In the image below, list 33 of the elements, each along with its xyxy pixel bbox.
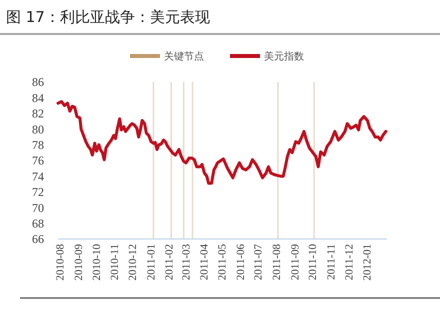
x-tick-label: 2011-06: [234, 244, 247, 280]
x-tick-label: 2011-07: [252, 244, 265, 280]
x-tick-label: 2010-11: [109, 244, 122, 280]
y-tick-label: 78: [32, 138, 44, 152]
y-tick-label: 66: [32, 232, 44, 246]
y-tick-label: 68: [32, 216, 44, 230]
y-tick-label: 70: [32, 200, 44, 215]
y-tick-label: 76: [32, 154, 44, 168]
line-series: [56, 100, 388, 185]
x-tick-label: 2011-04: [198, 244, 211, 280]
y-tick-label: 74: [32, 169, 44, 184]
y-tick-label: 72: [32, 185, 44, 200]
x-tick-label: 2011-11: [326, 244, 338, 280]
x-tick-label: 2011-10: [307, 244, 320, 280]
y-tick-label: 80: [32, 122, 44, 136]
y-tick-label: 84: [32, 90, 44, 105]
x-tick-label: 2011-03: [180, 244, 192, 280]
x-tick-label: 2011-09: [289, 244, 302, 280]
x-tick-label: 2011-01: [145, 244, 158, 280]
x-tick-label: 2011-02: [164, 244, 176, 280]
x-tick-label: 2011-05: [216, 244, 228, 280]
x-tick-label: 2011-08: [271, 244, 283, 280]
y-tick-label: 82: [32, 106, 44, 121]
chart-title: 图 17：利比亚战争：美元表现: [6, 8, 210, 26]
x-tick-label: 2012-01: [362, 244, 374, 281]
y-tick-label: 86: [32, 75, 44, 90]
x-tick-label: 2010-10: [90, 244, 103, 281]
x-tick-label: 2010-09: [73, 244, 86, 281]
x-tick-label: 2010-08: [54, 244, 67, 281]
legend-label: 美元指数: [264, 50, 304, 62]
legend-label: 关键节点: [164, 50, 204, 62]
x-tick-label: 2010-12: [126, 244, 139, 281]
x-tick-label: 2011-12: [343, 244, 356, 280]
